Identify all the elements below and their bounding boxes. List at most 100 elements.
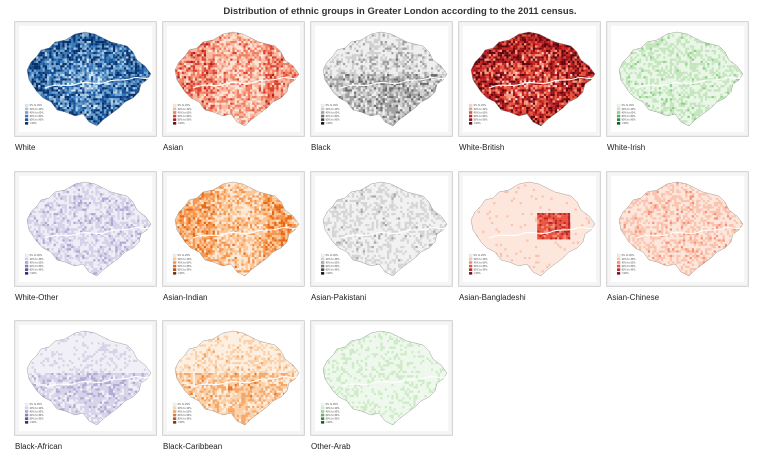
thames-river — [636, 226, 742, 239]
legend-swatch — [24, 417, 29, 421]
legend-label: 60% to 80% — [326, 414, 341, 417]
legend-label: 80% to 90% — [622, 269, 637, 272]
legend-label: 20% to 40% — [178, 407, 193, 410]
map-caption: Other-Arab — [310, 442, 453, 451]
legend-label: 40% to 60% — [178, 261, 193, 264]
legend-label: 60% to 80% — [30, 265, 45, 268]
choropleth-map: 0% to 20%20% to 40%40% to 60%60% to 80%8… — [315, 26, 448, 132]
legend-label: 20% to 40% — [30, 407, 45, 410]
choropleth-map: 0% to 20%20% to 40%40% to 60%60% to 80%8… — [19, 176, 152, 282]
legend-label: 40% to 60% — [178, 410, 193, 413]
legend-swatch — [616, 121, 621, 125]
legend-label: >90% — [30, 272, 38, 275]
map-legend: 0% to 20%20% to 40%40% to 60%60% to 80%8… — [468, 253, 489, 275]
legend-label: 80% to 90% — [326, 418, 341, 421]
legend-label: 60% to 80% — [30, 115, 45, 118]
map-legend: 0% to 20%20% to 40%40% to 60%60% to 80%8… — [616, 103, 637, 125]
borough-border — [470, 31, 596, 127]
map-caption: Asian-Indian — [162, 293, 305, 302]
legend-swatch — [24, 420, 29, 424]
legend-swatch — [172, 406, 177, 410]
borough-border — [174, 31, 300, 127]
map-caption: Black-African — [14, 442, 157, 451]
legend-swatch — [616, 261, 621, 264]
legend-swatch — [24, 268, 29, 272]
legend-label: 0% to 20% — [178, 403, 191, 406]
borough-border — [470, 181, 596, 277]
borough-border — [618, 181, 744, 277]
choropleth-map: 0% to 20%20% to 40%40% to 60%60% to 80%8… — [315, 325, 448, 431]
legend-swatch — [468, 261, 473, 264]
map-card-asian-pakistani: 0% to 20% 20% to 40% 40% to 60% 60% to 80% 8… — [310, 171, 453, 302]
legend-label: 60% to 80% — [326, 115, 341, 118]
choropleth-map: 0% to 20%20% to 40%40% to 60%60% to 80%8… — [463, 176, 596, 282]
legend-swatch — [320, 114, 325, 118]
thames-river — [192, 375, 298, 388]
map-legend: 0% to 20%20% to 40%40% to 60%60% to 80%8… — [616, 253, 637, 275]
legend-label: 20% to 40% — [30, 108, 45, 111]
legend-swatch — [320, 121, 325, 125]
legend-label: 40% to 60% — [326, 111, 341, 114]
legend-swatch — [616, 264, 621, 268]
legend-swatch — [320, 103, 325, 107]
legend-swatch — [172, 103, 177, 107]
legend-swatch — [24, 264, 29, 268]
legend-label: 0% to 20% — [326, 104, 339, 107]
choropleth-map: 0% to 20%20% to 40%40% to 60%60% to 80%8… — [611, 176, 744, 282]
legend-swatch — [320, 413, 325, 417]
map-legend: 0% to 20%20% to 40%40% to 60%60% to 80%8… — [172, 103, 192, 125]
thames-river — [44, 76, 150, 89]
legend-swatch — [468, 111, 473, 114]
legend-swatch — [24, 406, 29, 410]
map-legend: 0% to 20%20% to 40%40% to 60%60% to 80%8… — [24, 402, 45, 424]
legend-swatch — [616, 103, 621, 107]
legend-label: 0% to 20% — [474, 254, 487, 257]
map-caption: Black-Caribbean — [162, 442, 305, 451]
map-card-asian-bangladeshi: 0% to 20% 20% to 40% 40% to 60% 60% to 80% 8… — [458, 171, 601, 302]
legend-swatch — [24, 261, 29, 264]
legend-label: 0% to 20% — [30, 403, 43, 406]
map-frame: 0% to 20% 20% to 40% 40% to 60% 60% to 80% 8… — [162, 171, 305, 287]
legend-swatch — [172, 111, 177, 114]
map-legend: 0% to 20%20% to 40%40% to 60%60% to 80%8… — [172, 253, 193, 275]
legend-swatch — [172, 114, 177, 118]
thames-river — [192, 76, 298, 89]
legend-swatch — [616, 111, 621, 114]
thames-river — [192, 226, 298, 239]
choropleth-map: 0% to 20%20% to 40%40% to 60%60% to 80%8… — [167, 176, 300, 282]
legend-swatch — [172, 268, 177, 272]
legend-label: 40% to 60% — [30, 410, 45, 413]
legend-label: 40% to 60% — [622, 261, 637, 264]
map-card-other-arab: 0% to 20% 20% to 40% 40% to 60% 60% to 80% 8… — [310, 320, 453, 451]
map-frame: 0% to 20% 20% to 40% 40% to 60% 60% to 80% 8… — [606, 21, 749, 137]
legend-label: 60% to 80% — [474, 115, 489, 118]
legend-label: 60% to 80% — [622, 265, 637, 268]
map-legend: 0% to 20%20% to 40%40% to 60%60% to 80%8… — [320, 253, 340, 275]
legend-label: 60% to 80% — [622, 115, 637, 118]
map-frame: 0% to 20% 20% to 40% 40% to 60% 60% to 80% 8… — [458, 171, 601, 287]
choropleth-map: 0% to 20%20% to 40%40% to 60%60% to 80%8… — [611, 26, 744, 132]
legend-label: 0% to 20% — [30, 104, 43, 107]
borough-border — [322, 31, 448, 127]
legend-swatch — [320, 268, 325, 272]
legend-label: 80% to 90% — [30, 418, 45, 421]
legend-swatch — [320, 261, 325, 264]
thames-river — [44, 226, 150, 239]
legend-swatch — [468, 253, 473, 257]
borough-border — [26, 181, 152, 277]
map-frame: 0% to 20% 20% to 40% 40% to 60% 60% to 80% 8… — [310, 21, 453, 137]
legend-swatch — [320, 406, 325, 410]
map-card-black-caribbean: 0% to 20% 20% to 40% 40% to 60% 60% to 80% 8… — [162, 320, 305, 451]
legend-label: 20% to 40% — [30, 258, 45, 261]
legend-label: 80% to 90% — [474, 269, 489, 272]
map-card-asian: 0% to 20% 20% to 40% 40% to 60% 60% to 80% 8… — [162, 21, 305, 152]
page-title: Distribution of ethnic groups in Greater… — [0, 6, 768, 17]
legend-swatch — [172, 253, 177, 257]
map-card-white-british: 0% to 20% 20% to 40% 40% to 60% 60% to 80% 8… — [458, 21, 601, 152]
borough-border — [26, 31, 152, 127]
legend-label: 20% to 40% — [622, 258, 637, 261]
legend-swatch — [320, 253, 325, 257]
legend-label: 0% to 20% — [30, 254, 43, 257]
legend-swatch — [24, 114, 29, 118]
legend-swatch — [320, 257, 325, 261]
